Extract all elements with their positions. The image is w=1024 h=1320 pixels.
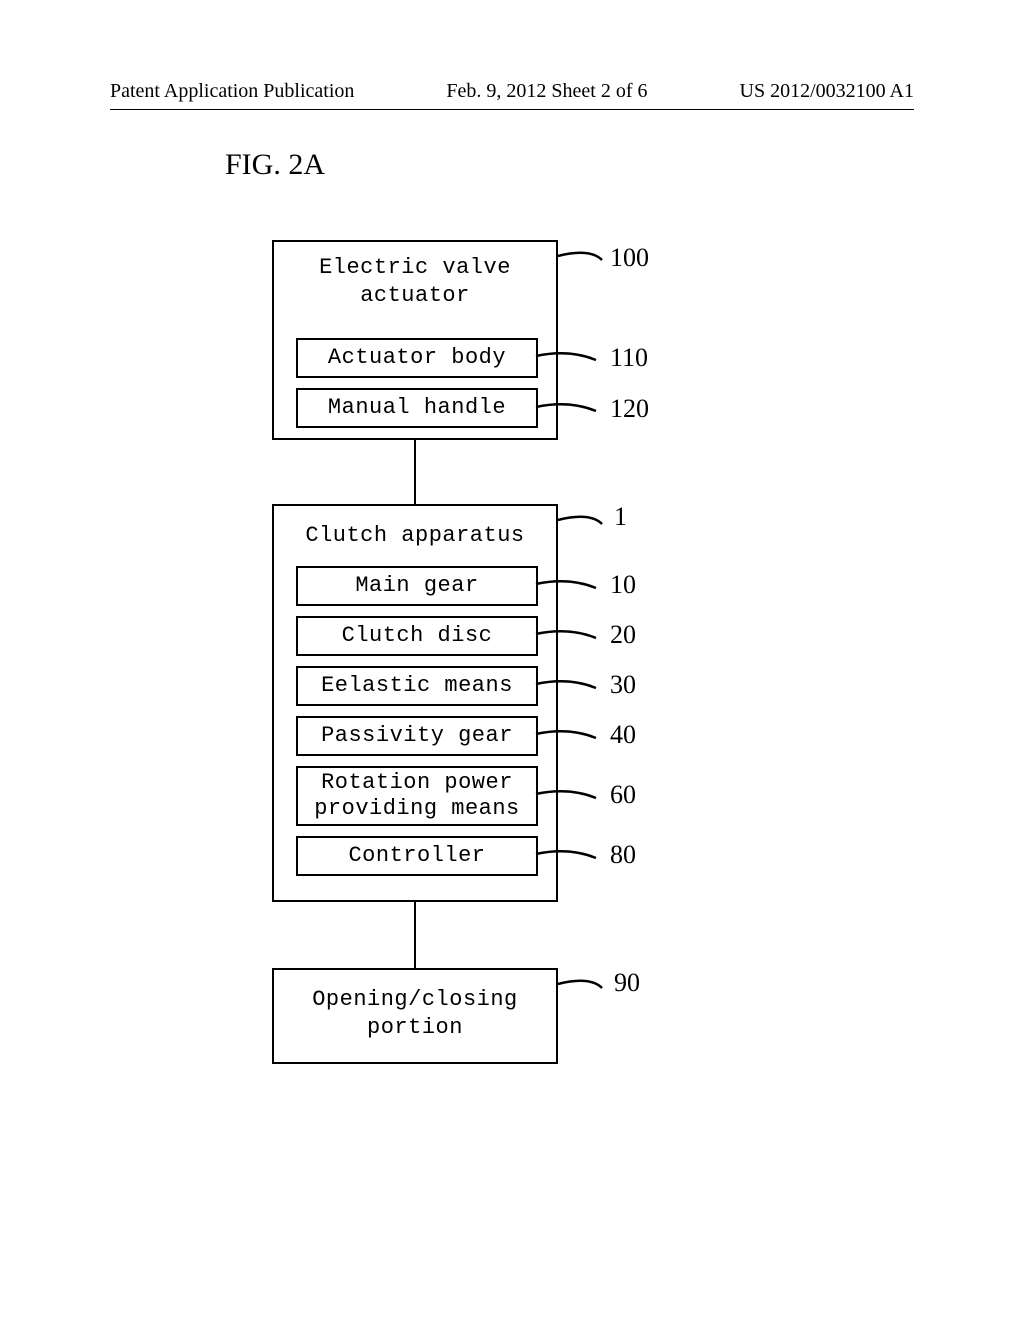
ref-label: 90 <box>614 968 640 998</box>
leader-line <box>0 0 1024 1320</box>
page: Patent Application Publication Feb. 9, 2… <box>0 0 1024 1320</box>
connector-line <box>414 440 417 504</box>
connector-line <box>414 902 417 968</box>
